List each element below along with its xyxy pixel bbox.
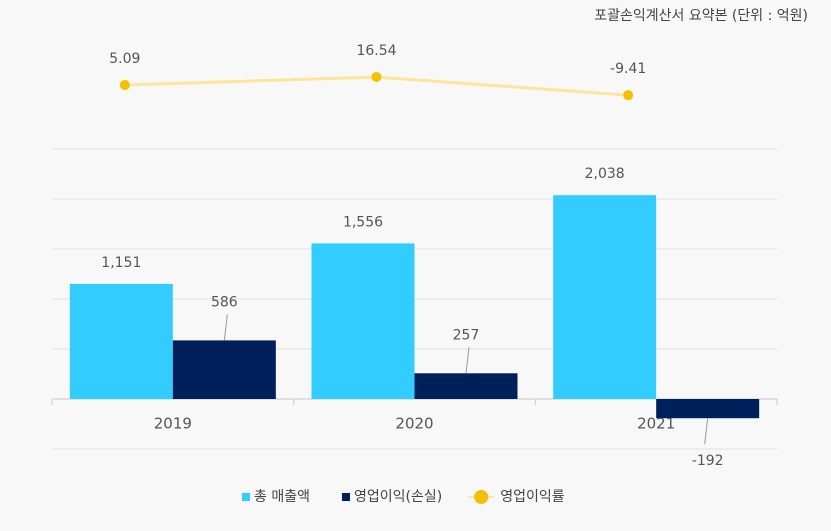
line-point bbox=[119, 80, 130, 91]
data-label: 1,151 bbox=[101, 255, 141, 271]
bar bbox=[414, 373, 518, 399]
bar bbox=[311, 243, 415, 399]
data-label: 586 bbox=[211, 294, 238, 310]
legend-label: 총 매출액 bbox=[254, 489, 310, 505]
data-label: 16.54 bbox=[356, 43, 396, 59]
data-label: 5.09 bbox=[109, 51, 140, 67]
bar bbox=[553, 195, 657, 399]
legend-marker bbox=[341, 493, 350, 501]
bar bbox=[172, 340, 276, 399]
line-point bbox=[371, 72, 382, 83]
data-label: 257 bbox=[453, 327, 480, 343]
data-label: 1,556 bbox=[343, 214, 383, 230]
legend-label: 영업이익률 bbox=[500, 489, 565, 505]
leader-line bbox=[223, 314, 228, 341]
legend-label: 영업이익(손실) bbox=[354, 489, 442, 505]
line-point bbox=[623, 90, 634, 101]
x-tick-label: 2019 bbox=[154, 415, 192, 433]
legend-marker bbox=[242, 493, 250, 501]
data-label: 2,038 bbox=[585, 166, 625, 182]
data-label: -9.41 bbox=[610, 61, 646, 77]
x-tick-label: 2021 bbox=[637, 415, 675, 433]
x-tick-label: 2020 bbox=[395, 415, 433, 433]
leader-line bbox=[465, 347, 470, 374]
legend-marker bbox=[474, 490, 489, 504]
chart-title: 포괄손익계산서 요약본 (단위 : 억원) bbox=[594, 8, 808, 24]
data-label: -192 bbox=[692, 453, 724, 469]
leader-line bbox=[704, 418, 709, 445]
bar bbox=[656, 399, 760, 419]
bar bbox=[69, 283, 173, 399]
